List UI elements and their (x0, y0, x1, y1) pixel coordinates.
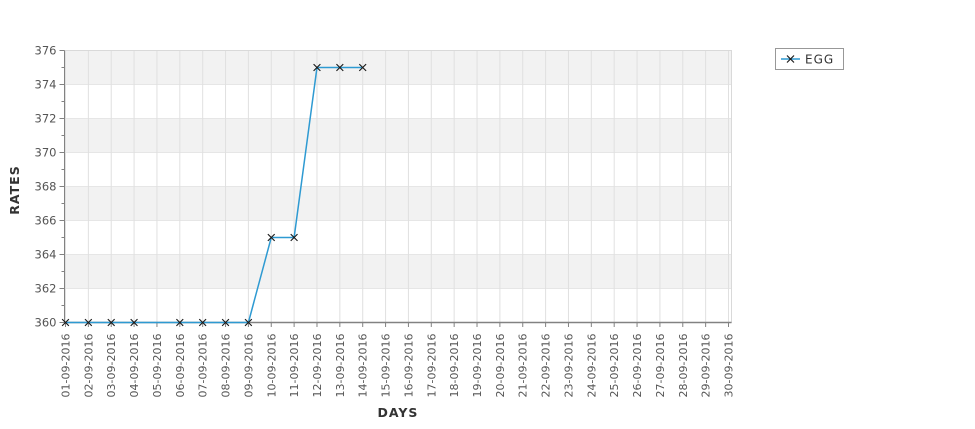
x-tick-label: 13-09-2016 (334, 334, 347, 398)
x-tick-label: 16-09-2016 (402, 334, 415, 398)
plot-area: 360 362 364 366 368 370 372 374 376 01-09-2016 02-… (35, 44, 736, 398)
x-tick-label: 28-09-2016 (677, 334, 690, 398)
y-axis-title: RATES (7, 165, 22, 214)
x-tick-label: 27-09-2016 (654, 334, 667, 398)
x-tick-label: 19-09-2016 (471, 334, 484, 398)
x-tick-label: 17-09-2016 (425, 334, 438, 398)
data-point-x-marker[interactable] (336, 63, 344, 72)
x-tick-label: 29-09-2016 (700, 334, 713, 398)
data-point-x-marker[interactable] (107, 318, 116, 327)
x-tick-label: 08-09-2016 (220, 334, 233, 398)
x-tick-label: 07-09-2016 (197, 334, 210, 398)
plot-band (64, 152, 732, 187)
x-tick-label: 22-09-2016 (540, 334, 553, 398)
x-tick-label: 21-09-2016 (517, 334, 530, 398)
x-tick-label: 24-09-2016 (585, 334, 598, 398)
plot-band (64, 50, 732, 85)
x-tick-label: 20-09-2016 (494, 334, 507, 398)
x-tick-label: 05-09-2016 (151, 334, 164, 398)
legend-box (775, 48, 844, 70)
data-point-x-marker[interactable] (313, 63, 321, 72)
y-tick-label: 360 (35, 316, 57, 330)
y-tick-label: 374 (35, 78, 57, 92)
legend-series-marker-x-icon (786, 55, 795, 63)
x-tick-label: 15-09-2016 (380, 334, 393, 398)
x-tick-label: 25-09-2016 (608, 334, 621, 398)
plot-band (64, 254, 732, 289)
x-tick-label: 02-09-2016 (82, 334, 95, 398)
data-point-x-marker[interactable] (267, 233, 276, 242)
y-tick-label: 368 (35, 180, 57, 194)
x-tick-label: 06-09-2016 (174, 334, 187, 398)
plot-band (64, 186, 732, 221)
x-tick-label: 10-09-2016 (265, 334, 278, 398)
x-tick-label: 11-09-2016 (288, 334, 301, 398)
legend-label: EGG (805, 53, 834, 67)
data-point-x-marker[interactable] (130, 318, 138, 327)
y-tick-label: 372 (35, 112, 57, 126)
x-tick-label: 30-09-2016 (723, 334, 736, 398)
x-tick-label: 12-09-2016 (311, 334, 324, 398)
x-tick-label: 04-09-2016 (128, 334, 141, 398)
x-tick-label: 09-09-2016 (242, 334, 255, 398)
data-point-x-marker[interactable] (61, 318, 70, 327)
x-tick-label: 14-09-2016 (357, 334, 370, 398)
data-point-x-marker[interactable] (244, 318, 253, 327)
data-point-x-marker[interactable] (221, 318, 230, 327)
y-tick-label: 362 (35, 282, 57, 296)
data-point-x-marker[interactable] (84, 318, 93, 327)
y-tick-label: 366 (35, 214, 57, 228)
x-tick-label: 26-09-2016 (631, 334, 644, 398)
plot-band (64, 220, 732, 255)
y-tick-label: 364 (35, 248, 57, 262)
data-point-x-marker[interactable] (290, 233, 298, 242)
plot-band (64, 84, 732, 119)
x-axis-title: DAYS (378, 405, 419, 420)
legend[interactable]: EGG (775, 48, 844, 70)
data-point-x-marker[interactable] (358, 63, 367, 72)
x-tick-label: 01-09-2016 (60, 334, 73, 398)
y-tick-label: 370 (35, 146, 57, 160)
x-tick-label: 23-09-2016 (562, 334, 575, 398)
data-point-x-marker[interactable] (198, 318, 207, 327)
plot-band (64, 288, 732, 323)
x-tick-label: 18-09-2016 (448, 334, 461, 398)
plot-band (64, 118, 732, 153)
y-tick-label: 376 (35, 44, 57, 58)
data-point-x-marker[interactable] (176, 318, 184, 327)
x-tick-label: 03-09-2016 (105, 334, 118, 398)
